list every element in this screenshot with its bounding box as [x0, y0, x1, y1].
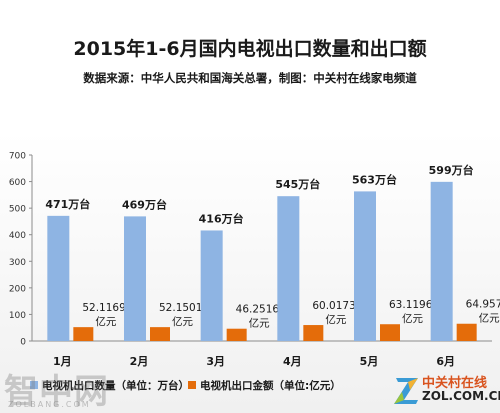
watermark-sub-text: ZOLBANG.COM: [8, 400, 91, 409]
y-tick-label: 700: [9, 152, 26, 162]
data-label-value: 63.1196: [389, 299, 433, 311]
y-tick-label: 400: [9, 231, 26, 241]
bar-export-quantity: [47, 215, 70, 341]
bar-export-value: [73, 327, 94, 341]
y-tick-label: 100: [9, 311, 26, 321]
x-tick-label: 3月: [206, 355, 225, 368]
bar-export-quantity: [200, 230, 223, 341]
zol-logo-icon: [394, 378, 418, 404]
logo-sub: ZOL.COM.CN: [422, 389, 500, 403]
bar-export-value: [226, 328, 247, 341]
bar-export-value: [150, 327, 170, 341]
data-label-value: 52.1501: [159, 302, 202, 314]
data-label-value: 64.9575: [466, 299, 500, 311]
x-tick-label: 6月: [436, 355, 455, 368]
chart-subtitle: 数据来源：中华人民共和国海关总署，制图：中关村在线家电频道: [83, 71, 417, 85]
data-label-value: 60.0173: [312, 300, 355, 312]
data-label-quantity: 471万台: [45, 197, 90, 211]
data-label-value-unit: 亿元: [479, 312, 500, 325]
y-tick-label: 600: [9, 178, 26, 188]
y-tick-label: 0: [20, 338, 26, 348]
watermark-text: 智中网: [4, 372, 109, 412]
y-tick-label: 500: [9, 205, 26, 215]
data-label-value: 52.1169: [82, 302, 125, 314]
data-label-value: 46.2516: [236, 304, 280, 316]
bar-export-value: [456, 323, 477, 341]
logo-name: 中关村在线: [422, 376, 488, 391]
data-label-quantity: 563万台: [352, 172, 397, 186]
chart-title: 2015年1-6月国内电视出口数量和出口额: [73, 38, 427, 60]
x-tick-label: 4月: [283, 355, 302, 368]
data-label-value-unit: 亿元: [325, 313, 346, 326]
x-tick-label: 1月: [53, 355, 72, 368]
bar-export-quantity: [354, 191, 376, 341]
data-label-value-unit: 亿元: [172, 315, 193, 328]
legend-swatch-value: [188, 381, 196, 389]
data-label-value-unit: 亿元: [249, 317, 270, 330]
legend-label-value: 电视机出口金额（单位:亿元）: [200, 379, 341, 392]
data-label-value-unit: 亿元: [402, 312, 423, 325]
y-tick-label: 300: [9, 258, 26, 268]
data-label-quantity: 469万台: [122, 197, 167, 211]
bar-export-value: [303, 325, 324, 341]
legend-label-quantity: 电视机出口数量（单位：万台）: [42, 379, 189, 392]
data-label-quantity: 545万台: [275, 177, 320, 191]
data-label-value-unit: 亿元: [95, 315, 116, 328]
bar-export-quantity: [277, 196, 300, 341]
x-tick-label: 5月: [360, 355, 379, 368]
data-label-quantity: 416万台: [199, 211, 244, 225]
y-tick-label: 200: [9, 284, 26, 294]
data-label-quantity: 599万台: [429, 163, 474, 177]
bar-export-quantity: [430, 181, 453, 341]
legend-swatch-quantity: [30, 381, 38, 389]
bar-export-quantity: [124, 216, 146, 341]
zol-logo: 中关村在线 ZOL.COM.CN: [394, 372, 500, 410]
bar-export-value: [380, 324, 400, 341]
x-tick-label: 2月: [130, 355, 149, 368]
